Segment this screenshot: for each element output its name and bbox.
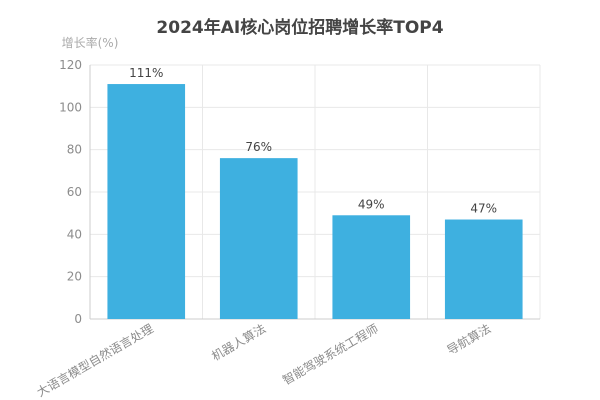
y-tick-label: 20 [67, 270, 82, 284]
bar-value-label: 49% [358, 197, 385, 211]
bar-value-label: 76% [245, 140, 272, 154]
bar [107, 84, 186, 319]
y-tick-label: 120 [59, 58, 82, 72]
bar-value-label: 47% [470, 202, 497, 216]
bar [332, 215, 411, 319]
bar-value-label: 111% [129, 66, 163, 80]
x-category-label: 大语言模型自然语言处理 [34, 321, 156, 400]
y-tick-label: 60 [67, 185, 82, 199]
y-tick-label: 100 [59, 100, 82, 114]
bar [219, 158, 298, 319]
bars [107, 84, 523, 319]
y-tick-label: 40 [67, 227, 82, 241]
y-tick-label: 0 [74, 312, 82, 326]
x-category-label: 导航算法 [444, 321, 493, 358]
bar [444, 219, 523, 319]
x-category-label: 机器人算法 [209, 321, 268, 364]
x-category-label: 智能驾驶系统工程师 [280, 321, 381, 388]
y-axis-label: 增长率(%) [62, 35, 119, 50]
y-tick-label: 80 [67, 143, 82, 157]
chart-title: 2024年AI核心岗位招聘增长率TOP4 [156, 17, 443, 38]
